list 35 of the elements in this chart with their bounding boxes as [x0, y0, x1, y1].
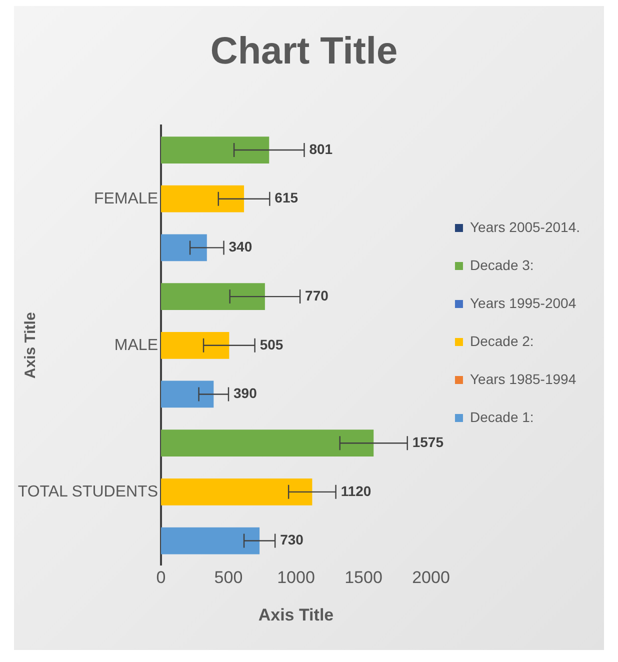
bar: [161, 185, 244, 212]
x-tick-label: 500: [214, 568, 243, 588]
x-tick-label: 2000: [412, 568, 450, 588]
y-axis-title: Axis Title: [22, 312, 40, 379]
data-label: 1120: [340, 482, 372, 499]
data-label: 505: [260, 336, 284, 352]
y-tick-label: TOTAL STUDENTS: [18, 483, 158, 500]
x-tick-label: 1500: [344, 568, 382, 588]
bar: [161, 380, 214, 408]
bar: [161, 478, 312, 506]
y-tick-label: MALE: [114, 336, 158, 354]
bar: [161, 234, 207, 262]
bar: [161, 283, 265, 310]
x-tick-label: 0: [156, 568, 166, 588]
legend-label: Decade 3:: [470, 256, 534, 273]
x-tick-label: 1000: [277, 568, 315, 588]
legend-label: Years 1985-1994: [470, 370, 576, 387]
data-label: 801: [309, 140, 333, 157]
data-label: 615: [274, 190, 298, 206]
bar: [161, 430, 374, 457]
data-label: 1575: [412, 434, 444, 450]
bar: [161, 527, 260, 554]
bar: [161, 136, 270, 164]
legend-label: Years 2005-2014.: [470, 218, 580, 235]
legend-label: Years 1995-2004: [470, 294, 576, 311]
legend-label: Decade 2:: [470, 332, 534, 349]
data-label: 730: [280, 532, 304, 548]
data-label: 340: [228, 238, 252, 255]
chart-title: Chart Title: [210, 30, 398, 72]
x-axis-title: Axis Title: [258, 605, 334, 624]
y-tick-label: FEMALE: [94, 190, 158, 208]
data-label: 390: [233, 385, 258, 402]
data-label: 770: [305, 287, 329, 304]
bar: [161, 332, 230, 359]
legend-label: Decade 1:: [470, 408, 534, 425]
